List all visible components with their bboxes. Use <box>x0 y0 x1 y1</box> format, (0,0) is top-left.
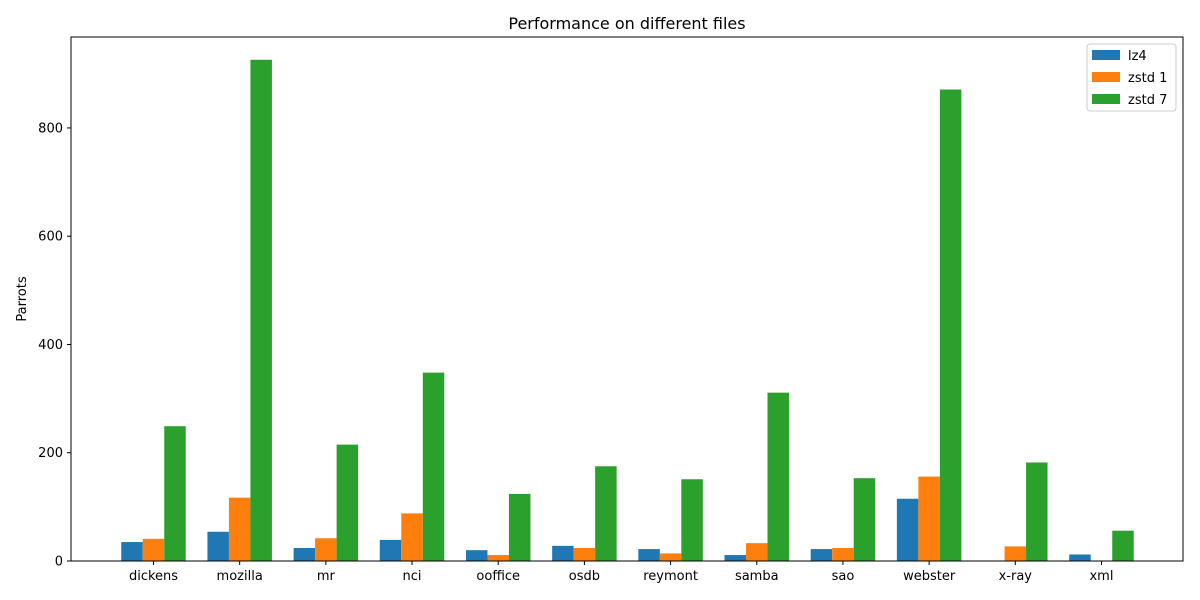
bars-group <box>121 59 1134 562</box>
x-axis: dickens mozilla mr nci ooffice osdb reymont sam… <box>129 561 1113 584</box>
bar-zstd-7-mozilla <box>250 59 272 562</box>
y-tick-label: 800 <box>38 121 63 136</box>
x-tick-label: dickens <box>129 569 178 584</box>
bar-zstd-7-dickens <box>164 426 186 561</box>
y-tick-label: 400 <box>38 338 63 353</box>
bar-zstd-1-x-ray <box>1004 546 1027 561</box>
bar-lz4-mr <box>293 548 316 561</box>
y-tick-label: 600 <box>38 230 63 245</box>
bar-zstd-7-x-ray <box>1026 462 1048 561</box>
chart-title: Performance on different files <box>508 14 745 33</box>
bar-zstd-7-nci <box>422 372 445 561</box>
x-tick-label: xml <box>1089 569 1113 584</box>
x-tick-label: ooffice <box>476 569 520 584</box>
bar-lz4-xml <box>1069 554 1091 561</box>
bar-zstd-1-samba <box>746 543 768 561</box>
bar-zstd-1-sao <box>832 548 854 561</box>
x-tick-label: samba <box>735 569 779 584</box>
bar-zstd-1-nci <box>401 513 423 561</box>
bar-zstd-1-osdb <box>573 548 596 561</box>
x-tick-label: sao <box>832 569 855 584</box>
legend-swatch-lz4 <box>1092 50 1120 60</box>
bar-lz4-osdb <box>552 545 574 561</box>
legend-label-zstd-7: zstd 7 <box>1128 93 1167 108</box>
bar-zstd-1-mozilla <box>228 497 251 561</box>
y-axis-title: Parrots <box>15 276 30 321</box>
bar-lz4-webster <box>896 498 919 561</box>
bar-lz4-samba <box>724 555 747 561</box>
bar-zstd-7-webster <box>939 89 962 561</box>
x-tick-label: mr <box>317 569 336 584</box>
bar-lz4-dickens <box>121 542 143 561</box>
bar-zstd-7-xml <box>1112 530 1134 561</box>
legend-label-zstd-1: zstd 1 <box>1128 71 1167 86</box>
x-tick-label: webster <box>903 569 956 584</box>
legend-label-lz4: lz4 <box>1128 49 1147 64</box>
bar-zstd-7-samba <box>767 392 790 561</box>
y-tick-label: 0 <box>55 555 63 570</box>
bar-zstd-1-ooffice <box>487 555 509 561</box>
bar-zstd-7-ooffice <box>508 493 531 561</box>
bar-zstd-7-sao <box>853 478 876 561</box>
bar-lz4-mozilla <box>207 531 229 561</box>
x-tick-label: osdb <box>569 569 600 584</box>
bar-zstd-7-reymont <box>681 479 703 561</box>
x-tick-label: nci <box>403 569 422 584</box>
bar-lz4-reymont <box>638 549 660 561</box>
bar-zstd-1-webster <box>918 476 940 561</box>
legend-swatch-zstd-7 <box>1092 94 1120 104</box>
bar-zstd-7-osdb <box>595 466 617 561</box>
bar-lz4-ooffice <box>465 550 488 561</box>
bar-zstd-1-dickens <box>142 538 165 561</box>
y-tick-label: 200 <box>38 446 63 461</box>
legend-swatch-zstd-1 <box>1092 72 1120 82</box>
x-tick-label: reymont <box>643 569 698 584</box>
plot-frame <box>70 36 1184 562</box>
bar-zstd-1-reymont <box>659 553 682 561</box>
bar-lz4-sao <box>810 549 833 561</box>
bar-zstd-7-mr <box>336 444 359 561</box>
y-axis: 0 200 400 600 800 <box>38 121 71 570</box>
x-tick-label: mozilla <box>217 569 263 584</box>
bar-lz4-nci <box>379 539 402 561</box>
x-tick-label: x-ray <box>999 569 1033 584</box>
legend: lz4 zstd 1 zstd 7 <box>1086 43 1177 112</box>
bar-zstd-1-mr <box>315 538 337 561</box>
